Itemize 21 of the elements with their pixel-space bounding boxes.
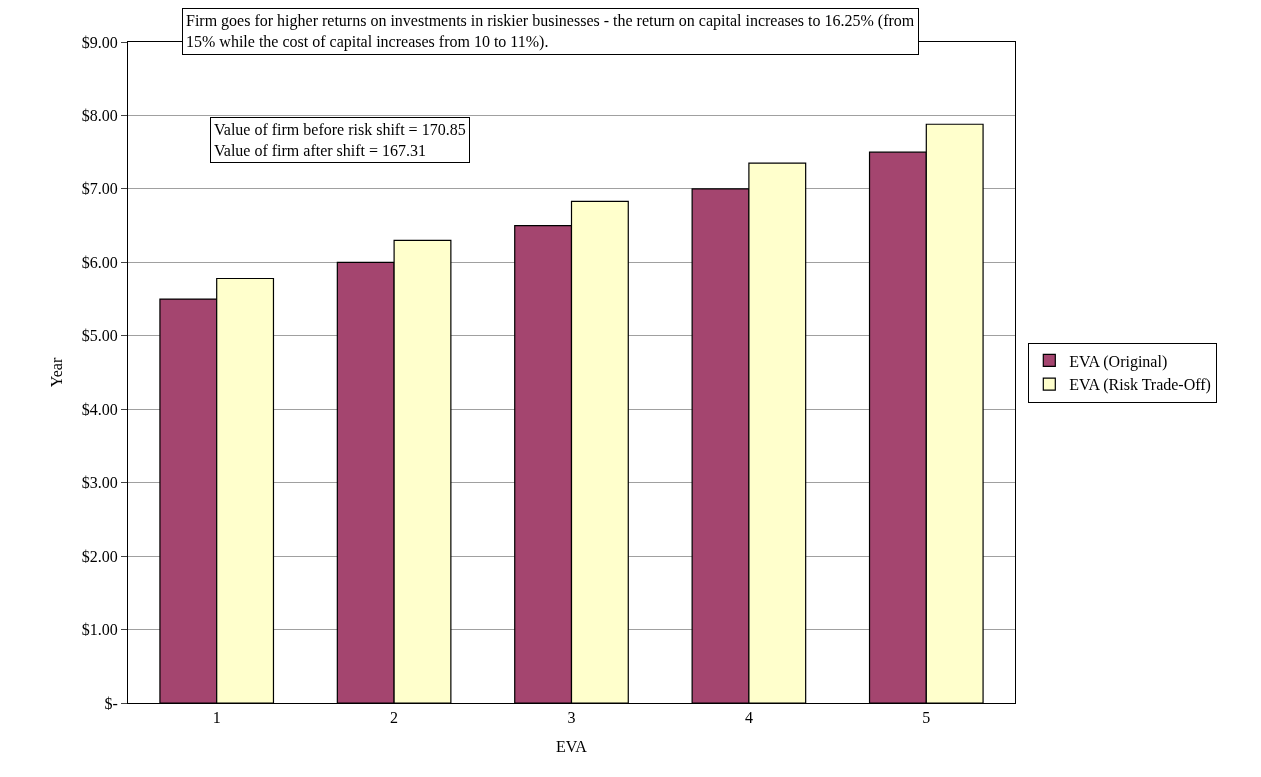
annotation: Value of firm before risk shift = 170.85 Value of firm after shift = 167.31 [214, 121, 466, 159]
annotation: Firm goes for higher returns on investments in riskier businesses - the return on capital increases to 16.25% (from 15% while the cost of capital increases from 10 to 11%). [186, 12, 915, 51]
x-axis-title: EVA [556, 737, 588, 755]
x-tick-label: 4 [744, 709, 753, 727]
y-tick-label: $- [104, 694, 118, 712]
x-tick-label: 2 [390, 709, 399, 727]
y-tick-label: $1.00 [81, 621, 118, 639]
y-tick-label: $2.00 [81, 547, 118, 565]
x-tick-label: 1 [212, 709, 221, 727]
legend-label: EVA (Risk Trade-Off) [1069, 376, 1211, 395]
legend-label: EVA (Original) [1069, 352, 1168, 371]
y-tick-label: $8.00 [81, 107, 118, 125]
x-tick-label: 5 [922, 709, 931, 727]
y-tick-label: $7.00 [81, 180, 118, 198]
y-tick-label: $9.00 [81, 33, 118, 51]
y-tick-label: $5.00 [81, 327, 118, 345]
y-axis-title: Year [47, 357, 65, 388]
y-tick-label: $4.00 [81, 400, 118, 418]
y-tick-label: $6.00 [81, 253, 118, 271]
y-tick-label: $3.00 [81, 474, 118, 492]
x-tick-label: 3 [567, 709, 576, 727]
